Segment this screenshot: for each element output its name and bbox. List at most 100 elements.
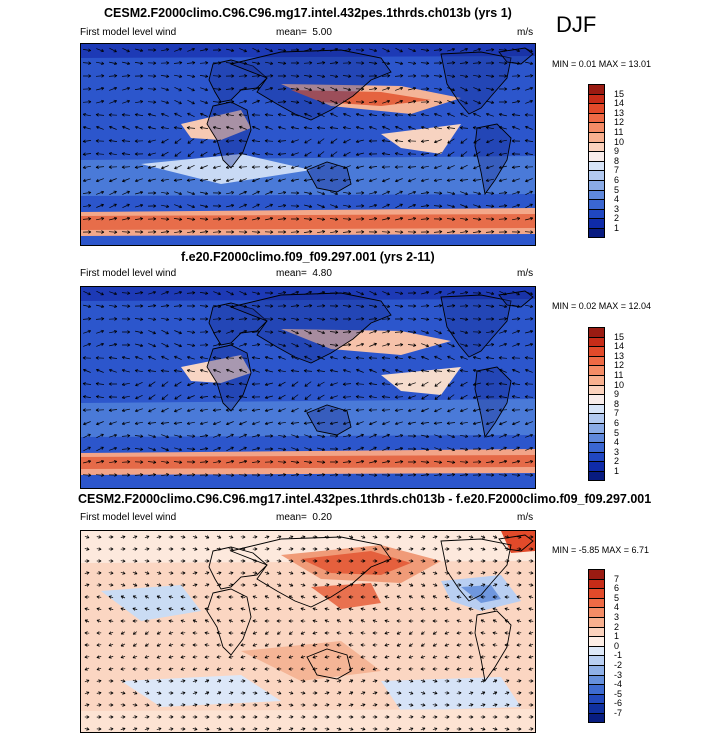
wind-vector-arrow [472,473,482,477]
wind-vector-arrow [264,460,274,464]
panel-2-mean-value: 4.80 [312,268,332,279]
wind-vector-arrow [407,291,417,295]
colorbar-tick-label: 7 [614,573,620,584]
wind-vector-arrow [147,100,157,104]
wind-vector-arrow [213,342,222,347]
wind-vector-arrow [108,74,118,78]
wind-vector-arrow [408,703,414,707]
wind-vector-arrow [432,715,438,719]
wind-vector-arrow [82,191,92,195]
wind-vector-arrow [213,304,222,309]
wind-vector-arrow [192,535,198,539]
wind-vector-arrow [252,99,260,104]
wind-vector-arrow [456,667,462,671]
wind-vector-arrow [264,408,273,413]
wind-vector-arrow [290,191,300,195]
wind-vector-arrow [368,165,378,170]
wind-vector-arrow [216,715,222,719]
colorbar-swatch [588,461,605,471]
wind-vector-arrow [147,139,156,144]
wind-vector-arrow [524,317,534,321]
wind-vector-arrow [421,434,430,439]
wind-vector-arrow [84,643,90,647]
wind-vector-arrow [278,290,287,295]
wind-vector-arrow [511,139,521,143]
wind-vector-arrow [304,329,312,335]
wind-vector-arrow [84,631,90,635]
wind-vector-arrow [420,559,426,563]
wind-vector-arrow [251,139,261,143]
wind-vector-arrow [381,473,391,477]
wind-vector-arrow [264,595,270,599]
wind-vector-arrow [303,217,313,221]
wind-vector-arrow [186,447,196,451]
wind-vector-arrow [134,113,144,117]
wind-vector-arrow [228,631,234,635]
colorbar-swatch [588,684,605,694]
wind-vector-arrow [485,395,495,399]
wind-vector-arrow [421,290,430,295]
colorbar-tick-label: 12 [614,360,625,371]
wind-vector-arrow [252,559,258,563]
wind-vector-arrow [446,304,456,308]
colorbar-tick-label: -5 [614,688,623,699]
colorbar-tick-label: 9 [614,146,620,157]
wind-vector-arrow [265,86,274,91]
wind-vector-arrow [240,583,246,587]
wind-vector-arrow [512,190,521,195]
wind-vector-arrow [239,125,247,130]
wind-vector-arrow [434,472,443,477]
wind-vector-arrow [134,87,144,91]
wind-vector-arrow [120,619,126,623]
wind-vector-arrow [132,715,138,719]
wind-vector-arrow [228,535,234,539]
wind-vector-arrow [226,433,234,439]
wind-vector-arrow [252,125,260,130]
wind-vector-arrow [240,667,246,671]
wind-vector-arrow [135,381,143,387]
field-contour-region [381,367,461,395]
wind-vector-arrow [82,356,92,360]
wind-vector-arrow [355,178,364,183]
wind-vector-arrow [122,178,130,183]
wind-vector-arrow [408,655,414,659]
wind-vector-arrow [276,607,282,611]
wind-vector-arrow [225,87,235,91]
wind-vector-arrow [516,583,522,587]
wind-vector-arrow [432,571,438,575]
wind-vector-arrow [355,317,365,321]
wind-vector-arrow [420,190,430,195]
wind-vector-arrow [96,61,105,66]
colorbar-swatch [588,588,605,598]
wind-vector-arrow [407,355,416,360]
colorbar-tick-label: 14 [614,98,625,109]
wind-vector-arrow [407,421,416,426]
wind-vector-arrow [264,535,270,539]
wind-vector-arrow [485,165,494,170]
wind-vector-arrow [396,595,402,599]
wind-vector-arrow [382,125,390,130]
wind-vector-arrow [108,356,118,360]
wind-vector-arrow [132,667,138,671]
wind-vector-arrow [504,583,510,587]
wind-vector-arrow [511,473,521,477]
wind-vector-arrow [336,547,342,551]
wind-vector-arrow [148,434,157,439]
wind-vector-arrow [240,715,246,719]
wind-vector-arrow [252,631,258,635]
wind-vector-arrow [372,727,378,731]
wind-vector-arrow [290,74,300,78]
wind-vector-arrow [212,230,222,234]
wind-vector-arrow [511,394,520,399]
wind-vector-arrow [277,304,287,308]
wind-vector-arrow [160,178,169,183]
wind-vector-arrow [156,571,162,575]
wind-vector-arrow [108,679,114,683]
wind-vector-arrow [84,691,90,695]
wind-vector-arrow [251,74,261,78]
wind-vector-arrow [84,679,90,683]
wind-vector-arrow [420,48,430,52]
field-contour-region [241,641,381,681]
wind-vector-arrow [456,631,462,635]
wind-vector-arrow [187,99,195,105]
